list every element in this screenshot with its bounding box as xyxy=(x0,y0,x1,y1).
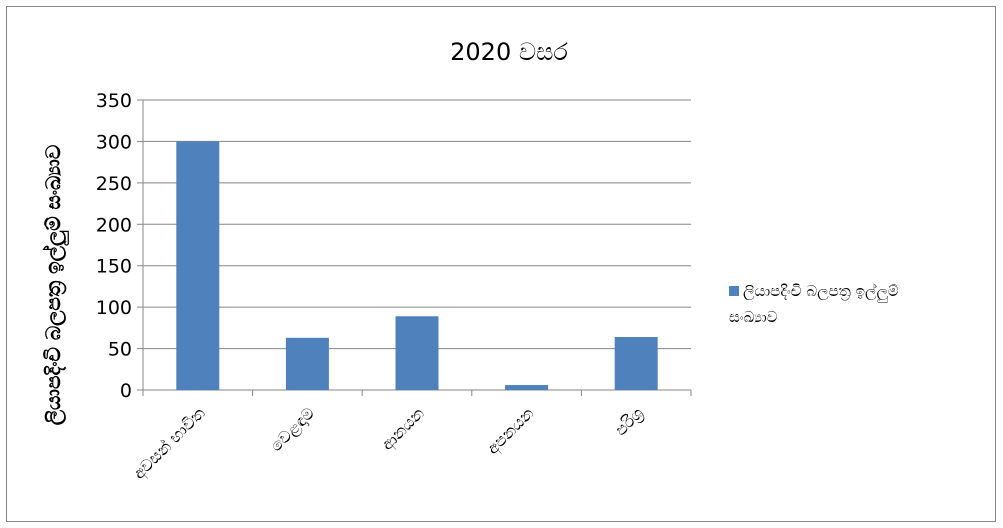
y-tick-label: 150 xyxy=(96,256,132,278)
chart-title: 2020 වසර xyxy=(450,38,568,66)
y-tick-label: 200 xyxy=(96,214,132,236)
y-tick-label: 350 xyxy=(96,90,132,112)
chart-frame xyxy=(6,6,996,522)
x-axis-ticks: අවසන් භාවිත වෙළඳාම ආනයන අපනයන පරිශ්‍ර xyxy=(129,403,647,483)
legend-swatch xyxy=(729,286,739,296)
x-tick-label: අපනයන xyxy=(483,403,538,458)
y-tick-label: 50 xyxy=(108,339,132,361)
x-tick-label: වෙළඳාම xyxy=(266,403,319,456)
bar xyxy=(176,141,220,390)
bar xyxy=(505,385,549,390)
gridlines xyxy=(137,99,692,396)
bar xyxy=(285,337,329,390)
bars xyxy=(176,141,658,390)
y-tick-label: 100 xyxy=(96,297,132,319)
y-tick-label: 250 xyxy=(96,173,132,195)
y-tick-label: 0 xyxy=(120,380,132,402)
legend-label: ලියාපදිංචි බලපත්‍ර ඉල්ලුම් සංඛ්‍යාව xyxy=(729,282,903,326)
x-tick-label: අවසන් භාවිත xyxy=(129,403,209,483)
y-tick-label: 300 xyxy=(96,131,132,153)
y-axis-label: ලියාපදිංචි බලපත්‍ර ඉල්ලුම් සංඛ්‍යාව xyxy=(41,145,69,425)
x-tick-label: ආනයන xyxy=(377,403,428,454)
bar xyxy=(614,336,658,390)
x-tick-label: පරිශ්‍ර xyxy=(611,403,647,439)
bar xyxy=(395,316,439,390)
legend: ලියාපදිංචි බලපත්‍ර ඉල්ලුම් සංඛ්‍යාව xyxy=(729,282,903,326)
y-axis-ticks: 0 50 100 150 200 250 300 350 xyxy=(96,90,132,402)
